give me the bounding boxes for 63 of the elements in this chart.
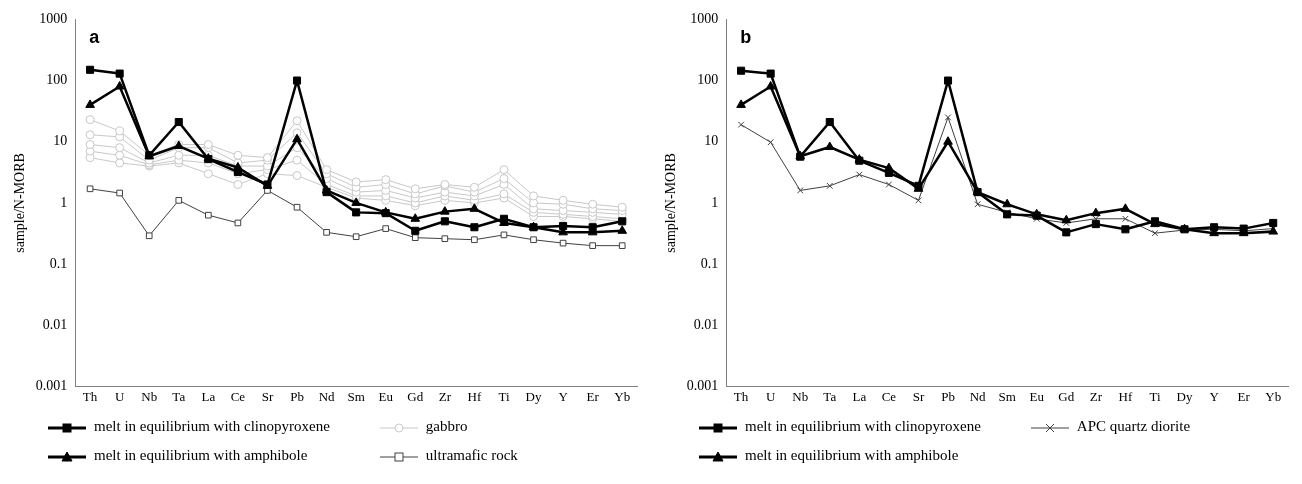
y-tick-label: 0.01: [42, 316, 68, 332]
x-tick-label: Gd: [1058, 388, 1075, 404]
x-tick-label: Y: [558, 388, 569, 404]
x-tick-label: Gd: [407, 388, 424, 404]
x-tick-label: Nd: [969, 388, 987, 404]
y-tick-label: 1000: [39, 11, 68, 27]
x-tick-label: Er: [1237, 388, 1251, 404]
x-tick-label: Ti: [1149, 388, 1161, 404]
x-tick-label: Sr: [912, 388, 925, 404]
y-tick-label: 1: [60, 194, 68, 210]
x-tick-label: Yb: [614, 388, 631, 404]
x-tick-label: La: [852, 388, 867, 404]
x-tick-label: Dy: [525, 388, 542, 404]
y-tick-label: 0.1: [49, 255, 68, 271]
y-tick-label: 10: [53, 133, 68, 149]
x-tick-label: Ce: [881, 388, 897, 404]
y-tick-label: 0.01: [693, 316, 719, 332]
x-tick-label: Pb: [941, 388, 955, 404]
text: b: [740, 27, 752, 48]
legend-label: melt in equilibrium with amphibole: [94, 447, 308, 463]
text: a: [89, 27, 101, 48]
y-tick-label: 10: [704, 133, 719, 149]
legend-label: APC quartz diorite: [1076, 418, 1191, 434]
y-tick-label: 0.001: [35, 378, 68, 394]
x-tick-label: Ce: [230, 388, 246, 404]
x-tick-label: Pb: [290, 388, 304, 404]
x-tick-label: Hf: [467, 388, 482, 404]
y-axis-title: sample/N-MORB: [12, 153, 28, 253]
x-tick-label: Ta: [823, 388, 837, 404]
x-tick-label: Sr: [261, 388, 274, 404]
x-tick-label: Th: [82, 388, 98, 404]
x-tick-label: Hf: [1118, 388, 1133, 404]
x-tick-label: Ta: [172, 388, 186, 404]
x-tick-label: Th: [733, 388, 749, 404]
x-tick-label: Yb: [1265, 388, 1282, 404]
y-tick-label: 1: [711, 194, 719, 210]
x-tick-label: Zr: [1089, 388, 1103, 404]
legend-label: melt in equilibrium with clinopyroxene: [94, 418, 330, 434]
y-axis-title: sample/N-MORB: [663, 153, 679, 253]
legend-label: melt in equilibrium with clinopyroxene: [745, 418, 981, 434]
x-tick-label: Eu: [378, 388, 394, 404]
x-tick-label: Zr: [438, 388, 452, 404]
y-tick-label: 0.1: [700, 255, 719, 271]
x-tick-label: Nb: [792, 388, 809, 404]
legend-label: melt in equilibrium with amphibole: [745, 447, 959, 463]
x-tick-label: U: [765, 388, 776, 404]
legend-label: ultramafic rock: [425, 447, 518, 463]
x-tick-label: Er: [586, 388, 600, 404]
legend-label: gabbro: [425, 418, 468, 434]
x-tick-label: Y: [1209, 388, 1220, 404]
x-tick-label: Ti: [498, 388, 510, 404]
y-tick-label: 100: [697, 72, 719, 88]
x-tick-label: U: [114, 388, 125, 404]
y-tick-label: 100: [46, 72, 68, 88]
y-tick-label: 1000: [690, 11, 719, 27]
x-tick-label: Eu: [1029, 388, 1045, 404]
x-tick-label: Dy: [1176, 388, 1193, 404]
x-tick-label: Sm: [998, 388, 1016, 404]
y-tick-label: 0.001: [686, 378, 719, 394]
x-tick-label: Nb: [141, 388, 158, 404]
x-tick-label: Nd: [318, 388, 336, 404]
x-tick-label: Sm: [347, 388, 365, 404]
x-tick-label: La: [201, 388, 216, 404]
